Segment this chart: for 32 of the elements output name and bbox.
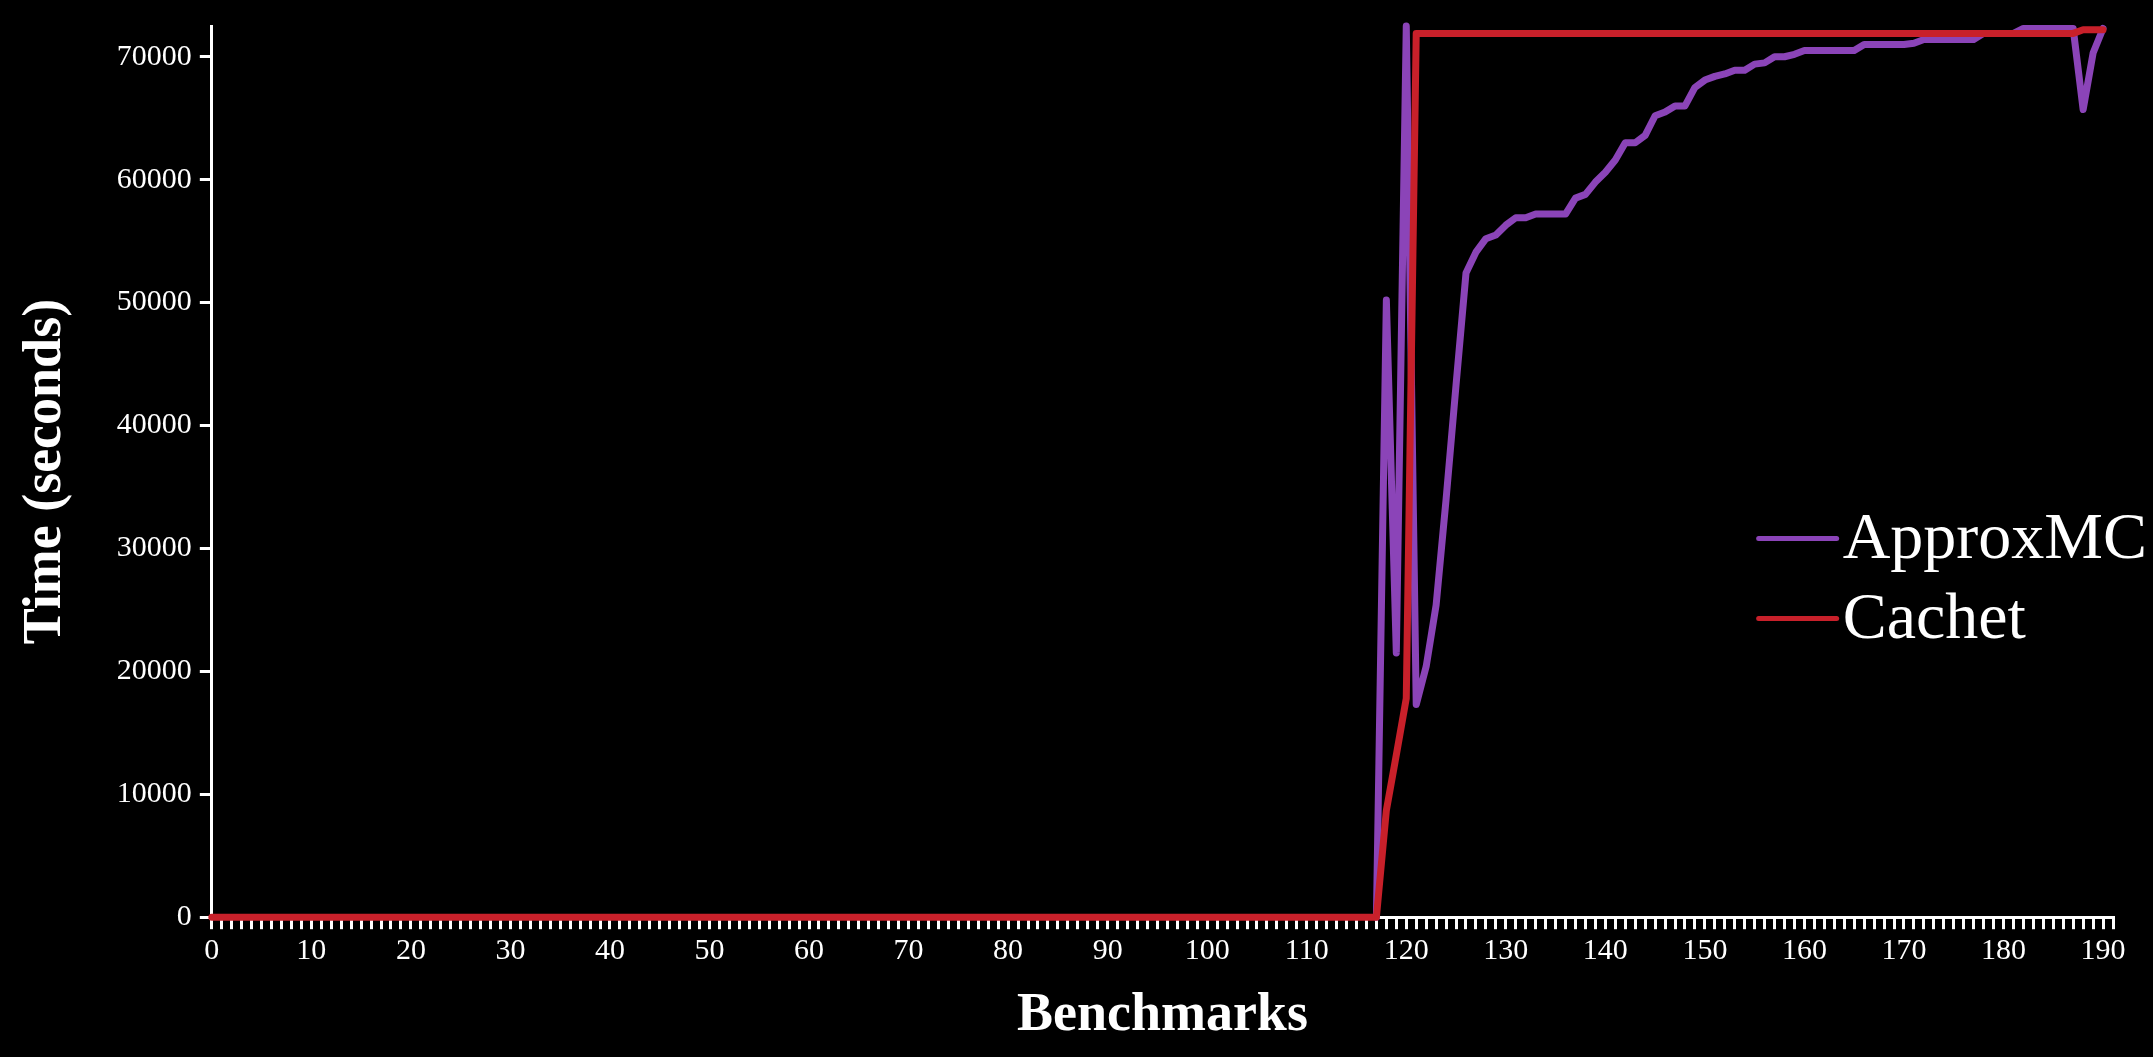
y-tick-label: 50000 <box>116 283 192 317</box>
x-tick-label: 130 <box>1483 932 1529 966</box>
legend-label: ApproxMC <box>1842 498 2148 572</box>
x-tick-label: 140 <box>1582 932 1628 966</box>
legend-label: Cachet <box>1842 578 2026 652</box>
x-tick-label: 110 <box>1284 932 1329 966</box>
x-tick-label: 20 <box>395 932 426 966</box>
x-tick-label: 180 <box>1981 932 2027 966</box>
y-tick-label: 30000 <box>116 529 192 563</box>
x-tick-label: 90 <box>1092 932 1123 966</box>
x-tick-label: 100 <box>1184 932 1230 966</box>
x-tick-label: 170 <box>1881 932 1927 966</box>
y-tick-label: 10000 <box>116 775 192 809</box>
x-tick-label: 30 <box>495 932 526 966</box>
x-axis-title: Benchmarks <box>1016 981 1308 1042</box>
x-tick-label: 150 <box>1682 932 1728 966</box>
y-tick-label: 40000 <box>116 406 192 440</box>
x-tick-label: 50 <box>694 932 725 966</box>
x-tick-label: 190 <box>2080 932 2126 966</box>
x-tick-label: 120 <box>1383 932 1429 966</box>
y-axis-title: Time (seconds) <box>12 298 73 645</box>
y-tick-label: 70000 <box>116 37 192 71</box>
x-tick-label: 160 <box>1781 932 1827 966</box>
x-tick-label: 80 <box>993 932 1024 966</box>
x-tick-label: 40 <box>594 932 625 966</box>
y-tick-label: 20000 <box>116 652 192 686</box>
x-tick-label: 70 <box>893 932 924 966</box>
x-tick-label: 60 <box>794 932 825 966</box>
x-tick-label: 10 <box>296 932 327 966</box>
x-tick-label: 0 <box>204 932 220 966</box>
y-tick-label: 0 <box>176 898 192 932</box>
y-tick-label: 60000 <box>116 160 192 194</box>
